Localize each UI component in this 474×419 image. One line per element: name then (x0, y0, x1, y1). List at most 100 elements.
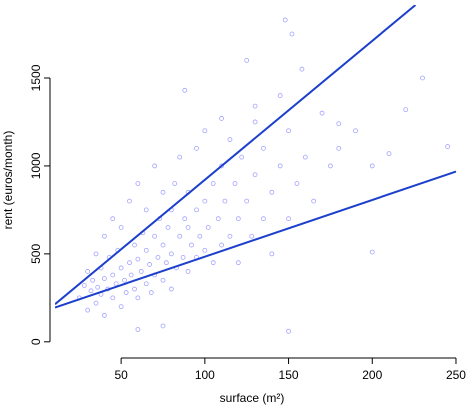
data-point (353, 128, 358, 134)
data-point (215, 216, 221, 222)
data-point (128, 272, 134, 278)
data-point (369, 163, 375, 169)
y-tick-label: 1000 (29, 152, 43, 179)
data-point (118, 304, 124, 310)
fit-line (55, 5, 417, 305)
data-point (122, 277, 127, 283)
data-point (88, 288, 94, 294)
data-point (299, 66, 305, 72)
data-point (197, 233, 203, 239)
data-point (135, 181, 141, 186)
data-point (420, 75, 425, 81)
data-point (189, 242, 194, 248)
data-point (219, 242, 224, 248)
y-tick-label: 500 (29, 244, 43, 264)
data-point (113, 281, 119, 287)
data-point (135, 256, 141, 262)
y-tick-label: 0 (29, 338, 43, 345)
data-point (269, 189, 275, 195)
data-point (336, 121, 342, 127)
data-point (311, 198, 317, 204)
data-point (110, 272, 116, 278)
data-point (244, 58, 250, 63)
data-point (252, 103, 258, 109)
data-point (277, 93, 283, 98)
data-point (152, 163, 158, 169)
data-point (294, 181, 300, 186)
data-point (147, 262, 152, 267)
data-point (93, 251, 99, 257)
data-point (143, 247, 149, 253)
data-point (210, 181, 216, 186)
data-point (93, 300, 99, 306)
data-point (110, 216, 116, 222)
data-point (168, 251, 174, 257)
data-point (132, 286, 137, 292)
data-point (185, 225, 191, 230)
data-point (135, 327, 141, 332)
data-point (235, 260, 241, 266)
y-axis-label: rent (euros/month) (1, 131, 15, 230)
data-point (227, 233, 233, 239)
x-axis-label: surface (m²) (220, 391, 285, 405)
data-point (232, 181, 238, 186)
data-point (302, 154, 308, 160)
data-point (160, 277, 166, 283)
data-point (85, 269, 91, 274)
data-point (182, 216, 188, 222)
data-point (123, 290, 129, 295)
data-point (202, 247, 208, 253)
data-point (148, 290, 154, 295)
data-point (132, 242, 137, 248)
data-point (143, 207, 149, 213)
data-point (135, 295, 141, 301)
data-point (244, 198, 250, 204)
data-point (95, 284, 101, 290)
data-point (118, 225, 124, 230)
data-point (160, 242, 166, 248)
data-point (202, 198, 208, 204)
data-point (81, 283, 87, 288)
data-point (261, 216, 266, 222)
data-point (194, 145, 199, 151)
fit-line (55, 170, 457, 309)
data-point (85, 307, 91, 313)
data-point (289, 31, 295, 37)
data-point (336, 145, 342, 151)
data-point (160, 189, 166, 195)
data-point (155, 254, 161, 260)
data-point (172, 181, 178, 186)
data-point (177, 154, 183, 160)
data-point (219, 163, 224, 169)
data-point (210, 260, 216, 266)
data-point (445, 144, 451, 149)
data-point (194, 207, 199, 213)
data-point (252, 119, 258, 125)
data-point (101, 276, 107, 281)
data-point (177, 233, 183, 239)
data-point (182, 87, 188, 93)
data-point (205, 225, 211, 230)
data-point (90, 277, 96, 283)
data-point (239, 154, 245, 160)
data-point (101, 233, 107, 239)
data-point (235, 216, 241, 222)
x-tick-label: 200 (362, 368, 382, 382)
data-point (252, 172, 258, 178)
x-tick-label: 250 (446, 368, 466, 382)
data-point (163, 260, 169, 266)
data-point (110, 295, 116, 301)
data-point (286, 216, 291, 222)
data-point (185, 269, 191, 274)
data-point (386, 151, 392, 157)
data-point (165, 225, 171, 230)
x-tick-label: 50 (114, 368, 128, 382)
data-point (277, 163, 283, 169)
data-point (261, 145, 266, 151)
x-tick-label: 100 (195, 368, 215, 382)
data-point (180, 254, 186, 260)
data-point (127, 198, 132, 204)
data-point (286, 128, 291, 134)
data-point (403, 107, 409, 113)
